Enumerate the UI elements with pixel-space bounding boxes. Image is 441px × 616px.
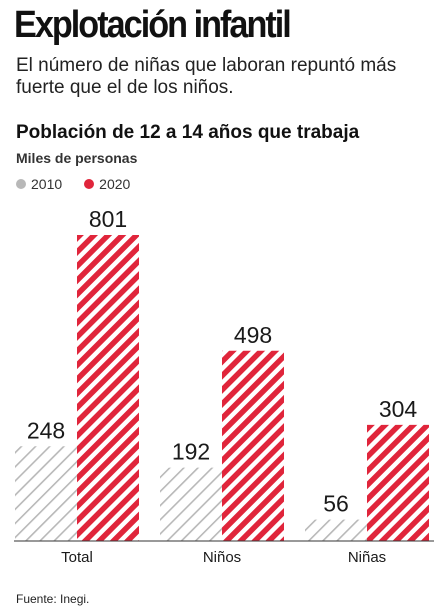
- value-label-total-2020: 801: [89, 206, 127, 232]
- legend-swatch-2010: [16, 179, 26, 189]
- legend-label-2010: 2010: [31, 176, 63, 192]
- bar-ninas-2010: [305, 519, 367, 541]
- bar-ninos-2010: [160, 467, 222, 541]
- legend-item-2020: 2020: [84, 176, 130, 192]
- legend: 2010 2020: [16, 176, 130, 192]
- legend-swatch-2020: [84, 179, 95, 189]
- value-label-ninos-2020: 498: [234, 322, 272, 348]
- category-label-total: Total: [61, 549, 93, 566]
- legend-item-2010: 2010: [16, 176, 62, 192]
- bar-ninos-2020: [222, 350, 284, 541]
- chart-title: Población de 12 a 14 años que trabaja: [16, 122, 360, 143]
- source-note: Fuente: Inegi.: [16, 592, 90, 606]
- category-label-ninos: Niños: [203, 549, 241, 566]
- value-label-ninas-2020: 304: [379, 396, 418, 422]
- value-label-ninas-2010: 56: [323, 491, 349, 517]
- bar-total-2010: [15, 446, 77, 541]
- bars-group: 248 801 Total 192 498 Niños 56 304 Niñas: [15, 206, 429, 566]
- bar-ninas-2020: [367, 424, 429, 541]
- chart-subtitle: Miles de personas: [16, 150, 138, 166]
- legend-label-2020: 2020: [99, 176, 131, 192]
- headline: Explotación infantil: [14, 4, 292, 46]
- category-label-ninas: Niñas: [348, 549, 386, 566]
- bar-total-2020: [77, 235, 139, 541]
- value-label-ninos-2010: 192: [172, 439, 210, 465]
- deck: El número de niñas que laboran repuntó m…: [16, 55, 397, 98]
- value-label-total-2010: 248: [27, 417, 65, 443]
